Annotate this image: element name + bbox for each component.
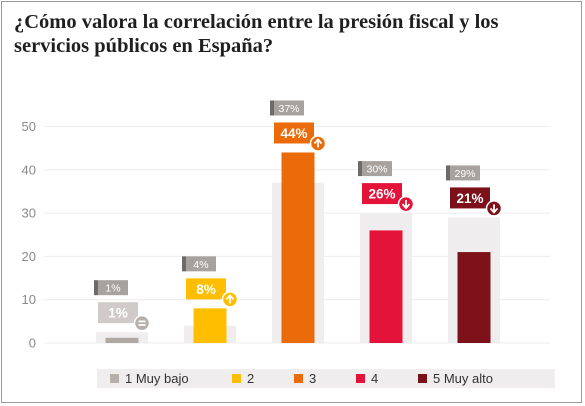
arrow-down-icon — [397, 195, 415, 213]
previous-label-box — [98, 280, 128, 296]
previous-value-label: 1% — [105, 283, 120, 295]
previous-value-label: 30% — [366, 164, 387, 176]
current-bar — [193, 308, 227, 343]
previous-label-marker — [270, 100, 274, 116]
current-label-box — [450, 187, 490, 209]
legend-background — [97, 369, 555, 388]
previous-label-marker — [182, 256, 186, 272]
data-labels: 1% 1% 4% 8% 37% 44% 30% 26% 29% 21% — [94, 100, 503, 332]
current-value-label: 26% — [368, 187, 395, 202]
y-tick-label: 30 — [22, 206, 36, 221]
current-value-label: 8% — [196, 282, 216, 297]
previous-value-label: 4% — [193, 259, 208, 271]
previous-label-marker — [446, 165, 450, 181]
arrow-down-icon — [485, 200, 503, 217]
y-tick-label: 40 — [22, 162, 36, 177]
legend-label: 1 Muy bajo — [125, 371, 189, 386]
equal-icon — [133, 314, 151, 332]
legend-label: 5 Muy alto — [433, 371, 493, 386]
previous-bar — [96, 332, 148, 343]
legend-label: 3 — [309, 371, 316, 386]
current-bar — [457, 252, 491, 343]
current-bar — [281, 152, 315, 343]
chart-title: ¿Cómo valora la correlación entre la pre… — [14, 11, 499, 57]
previous-label-box — [186, 256, 216, 272]
current-value-label: 21% — [456, 191, 483, 206]
current-value-label: 44% — [280, 126, 307, 141]
previous-label-marker — [94, 280, 98, 296]
arrow-up-icon — [309, 135, 327, 152]
y-tick-label: 20 — [22, 249, 36, 264]
legend-swatch — [232, 374, 241, 383]
previous-label-box — [450, 165, 480, 181]
legend-swatch — [418, 374, 427, 383]
legend-label: 4 — [371, 371, 378, 386]
bars — [105, 152, 491, 343]
legend: 1 Muy bajo 2 3 4 5 Muy alto — [97, 369, 555, 388]
legend-label: 2 — [247, 371, 254, 386]
current-value-label: 1% — [108, 306, 128, 321]
arrow-up-icon — [221, 291, 239, 308]
current-label-box — [98, 302, 138, 324]
current-label-box — [186, 278, 226, 300]
legend-swatch — [110, 374, 119, 383]
y-tick-label: 0 — [29, 336, 36, 351]
current-bar — [105, 337, 139, 343]
previous-value-label: 29% — [454, 168, 475, 180]
previous-label-box — [274, 100, 304, 116]
previous-label-marker — [358, 161, 362, 177]
legend-swatch — [356, 374, 365, 383]
current-bar — [369, 230, 403, 343]
legend-swatch — [294, 374, 303, 383]
y-tick-label: 50 — [22, 119, 36, 134]
previous-value-label: 37% — [278, 103, 299, 115]
current-label-box — [362, 183, 402, 205]
current-label-box — [274, 122, 314, 144]
previous-label-box — [362, 161, 392, 177]
y-tick-label: 10 — [22, 292, 36, 307]
